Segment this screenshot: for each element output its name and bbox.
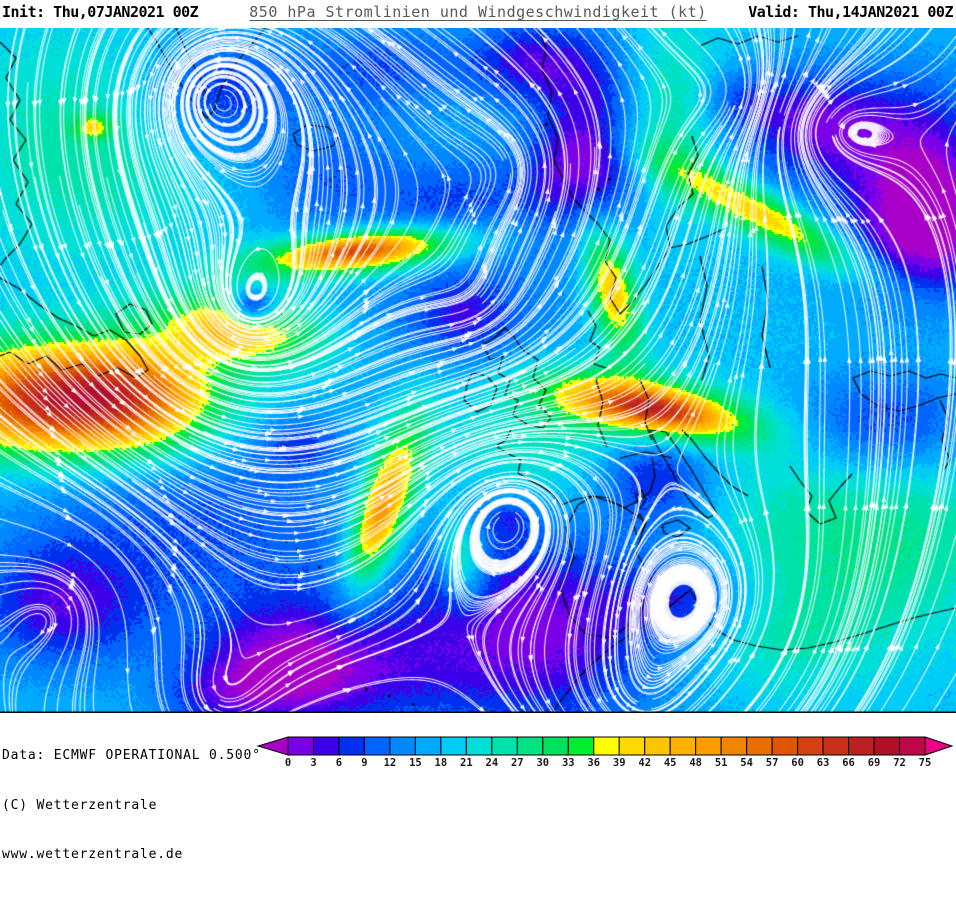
wind-speed-map bbox=[0, 28, 956, 713]
colorbar-segment bbox=[363, 736, 391, 756]
colorbar-segment bbox=[542, 736, 569, 756]
colorbar-tick-label: 51 bbox=[715, 757, 728, 768]
colorbar-tick-label: 21 bbox=[460, 757, 473, 768]
colorbar-tick-label: 75 bbox=[919, 757, 932, 768]
colorbar-segment bbox=[848, 736, 875, 756]
colorbar-segment bbox=[873, 736, 901, 756]
colorbar-tick-label: 36 bbox=[587, 757, 600, 768]
colorbar-segment bbox=[669, 736, 697, 756]
colorbar-segment bbox=[899, 736, 926, 756]
colorbar-tick-label: 3 bbox=[310, 757, 316, 768]
colorbar-tick-label: 48 bbox=[689, 757, 702, 768]
colorbar-segment bbox=[465, 736, 493, 756]
map-footer: Data: ECMWF OPERATIONAL 0.500° (C) Wette… bbox=[0, 713, 956, 862]
colorbar-tick-label: 54 bbox=[740, 757, 753, 768]
colorbar-segment bbox=[440, 736, 467, 756]
colorbar-tick-label: 63 bbox=[817, 757, 830, 768]
colorbar-segment bbox=[695, 736, 722, 756]
map-title: 850 hPa Stromlinien und Windgeschwindigk… bbox=[249, 3, 707, 21]
colorbar-tick-label: 18 bbox=[435, 757, 448, 768]
colorbar-tick-label: 69 bbox=[868, 757, 881, 768]
colorbar-tick-label: 12 bbox=[384, 757, 397, 768]
colorbar-segment bbox=[414, 736, 442, 756]
colorbar-tick-label: 0 bbox=[285, 757, 291, 768]
colorbar-segment bbox=[771, 736, 799, 756]
colorbar-tick-label: 66 bbox=[842, 757, 855, 768]
credits-website-line: www.wetterzentrale.de bbox=[2, 847, 184, 862]
colorbar-below-arrow bbox=[256, 736, 289, 756]
colorbar-tick-label: 27 bbox=[511, 757, 524, 768]
colorbar-tick-label: 45 bbox=[664, 757, 677, 768]
colorbar-tick-label: 57 bbox=[766, 757, 779, 768]
colorbar-tick-label: 15 bbox=[409, 757, 422, 768]
colorbar-tick-label: 39 bbox=[613, 757, 626, 768]
colorbar-segment bbox=[516, 736, 544, 756]
colorbar-above-arrow bbox=[924, 736, 954, 756]
colorbar-tick-label: 9 bbox=[361, 757, 367, 768]
colorbar-tick-label: 42 bbox=[638, 757, 651, 768]
init-time-label: Init: Thu,07JAN2021 00Z bbox=[2, 3, 199, 21]
colorbar-segment bbox=[746, 736, 773, 756]
map-header: Init: Thu,07JAN2021 00Z 850 hPa Stromlin… bbox=[0, 0, 956, 28]
colorbar-segment bbox=[389, 736, 416, 756]
colorbar-tick-label: 33 bbox=[562, 757, 575, 768]
colorbar-segment bbox=[720, 736, 748, 756]
colorbar-tick-label: 60 bbox=[791, 757, 804, 768]
colorbar-segment bbox=[593, 736, 620, 756]
colorbar-segment bbox=[491, 736, 518, 756]
map-region bbox=[0, 28, 956, 713]
colorbar-tick-label: 30 bbox=[536, 757, 549, 768]
colorbar-segment bbox=[797, 736, 824, 756]
weather-map-page: { "header": { "init_label": "Init: Thu,0… bbox=[0, 0, 956, 862]
colorbar-segment bbox=[312, 736, 340, 756]
valid-time-label: Valid: Thu,14JAN2021 00Z bbox=[748, 3, 953, 21]
colorbar: 0 3 6 9 12 15 18 21 24 27 30 33 36 39 42 45 48 51 54 57 60 63… bbox=[256, 736, 954, 768]
colorbar-segment bbox=[567, 736, 595, 756]
credits-data-line: Data: ECMWF OPERATIONAL 0.500° bbox=[2, 748, 261, 763]
colorbar-segment bbox=[822, 736, 850, 756]
credits-copyright-line: (C) Wetterzentrale bbox=[2, 797, 158, 813]
colorbar-segment bbox=[338, 736, 365, 756]
colorbar-tick-label: 72 bbox=[893, 757, 906, 768]
colorbar-tick-label: 6 bbox=[336, 757, 342, 768]
colorbar-segment bbox=[618, 736, 646, 756]
colorbar-tick-label: 24 bbox=[486, 757, 499, 768]
colorbar-segment bbox=[644, 736, 671, 756]
colorbar-segment bbox=[287, 736, 314, 756]
